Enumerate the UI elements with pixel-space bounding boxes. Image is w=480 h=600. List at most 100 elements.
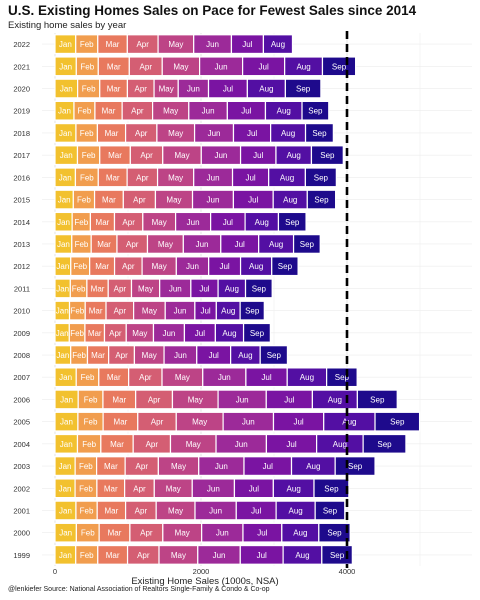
- bar-label-aug: Aug: [333, 440, 347, 449]
- bar-label-mar: Mar: [105, 506, 119, 515]
- y-axis: 2022 2021 2020 2019 2018 2017 2016 2015 2014 2013…: [13, 40, 30, 560]
- bar-label-apr: Apr: [133, 484, 146, 493]
- bar-label-feb: Feb: [79, 484, 93, 493]
- bar-label-may: May: [175, 529, 190, 538]
- x-axis: 0 2000 4000 Existing Home Sales (1000s, NSA…: [53, 567, 355, 587]
- bar-label-apr: Apr: [137, 551, 150, 560]
- bar-label-apr: Apr: [139, 373, 152, 382]
- bar-label-sep: Sep: [314, 196, 329, 205]
- bar-label-aug: Aug: [287, 484, 301, 493]
- bar-label-may: May: [163, 107, 178, 116]
- bar-label-feb: Feb: [80, 62, 94, 71]
- bar-label-feb: Feb: [80, 40, 94, 49]
- bar-label-mar: Mar: [106, 173, 120, 182]
- bar-label-aug: Aug: [281, 129, 295, 138]
- bar-label-mar: Mar: [107, 373, 121, 382]
- y-tick-label: 2009: [13, 329, 30, 338]
- bar-label-jan: Jan: [56, 262, 69, 271]
- bar-segment-sep: [304, 123, 334, 143]
- bar-label-may: May: [186, 440, 201, 449]
- bar-segment-sep: [374, 411, 421, 432]
- bar-label-aug: Aug: [255, 218, 269, 227]
- bar-label-jun: Jun: [215, 62, 228, 71]
- bar-label-jun: Jun: [187, 85, 200, 94]
- bar-label-jul: Jul: [223, 85, 233, 94]
- bar-label-feb: Feb: [80, 506, 94, 515]
- bar-label-may: May: [168, 40, 183, 49]
- bar-label-sep: Sep: [323, 506, 338, 515]
- bar-label-sep: Sep: [267, 351, 282, 360]
- bar-label-aug: Aug: [300, 373, 314, 382]
- bar-label-sep: Sep: [314, 173, 329, 182]
- bar-segment-sep: [362, 433, 407, 454]
- bar-label-aug: Aug: [287, 151, 301, 160]
- y-tick-label: 2012: [13, 262, 30, 271]
- y-tick-label: 2021: [13, 62, 30, 71]
- bar-label-sep: Sep: [348, 462, 363, 471]
- bar-label-feb: Feb: [82, 440, 96, 449]
- bar-label-apr: Apr: [126, 240, 139, 249]
- bar-label-jan: Jan: [60, 395, 73, 404]
- bar-label-apr: Apr: [148, 395, 161, 404]
- bar-label-aug: Aug: [269, 240, 283, 249]
- bar-segment-sep: [242, 322, 271, 343]
- bar-segment-sep: [356, 389, 398, 410]
- bar-label-jun: Jun: [215, 462, 228, 471]
- bar-label-jun: Jun: [216, 529, 229, 538]
- bar-label-may: May: [142, 351, 157, 360]
- bar-label-sep: Sep: [285, 218, 300, 227]
- bar-label-may: May: [171, 551, 186, 560]
- bar-label-apr: Apr: [122, 262, 135, 271]
- y-tick-label: 2013: [13, 240, 30, 249]
- bar-label-jan: Jan: [59, 129, 72, 138]
- bar-label-mar: Mar: [106, 551, 120, 560]
- bar-label-aug: Aug: [277, 107, 291, 116]
- bar-label-jan: Jan: [56, 329, 69, 338]
- bar-label-sep: Sep: [252, 284, 267, 293]
- bar-label-jul: Jul: [235, 240, 245, 249]
- bar-label-aug: Aug: [271, 40, 285, 49]
- bar-label-may: May: [188, 395, 203, 404]
- bar-label-apr: Apr: [140, 529, 153, 538]
- bar-label-aug: Aug: [225, 284, 239, 293]
- bar-segment-sep: [301, 100, 330, 121]
- bar-label-feb: Feb: [80, 129, 94, 138]
- bar-label-mar: Mar: [102, 107, 116, 116]
- bar-label-jul: Jul: [251, 506, 261, 515]
- bar-label-mar: Mar: [105, 129, 119, 138]
- bar-label-apr: Apr: [122, 218, 135, 227]
- bar-label-aug: Aug: [249, 262, 263, 271]
- bar-label-jul: Jul: [219, 262, 229, 271]
- bar-label-may: May: [175, 373, 190, 382]
- bar-label-jun: Jun: [186, 262, 199, 271]
- y-tick-label: 2006: [13, 395, 30, 404]
- bar-label-jan: Jan: [58, 107, 71, 116]
- y-tick-label: 2007: [13, 373, 30, 382]
- bar-label-sep: Sep: [335, 373, 350, 382]
- bar-label-jun: Jun: [174, 307, 187, 316]
- bar-label-may: May: [158, 240, 173, 249]
- bar-label-feb: Feb: [72, 284, 86, 293]
- bar-label-jul: Jul: [263, 462, 273, 471]
- bar-segment-sep: [310, 145, 344, 166]
- bar-label-apr: Apr: [135, 85, 148, 94]
- stacked-bars: Jan Feb Mar Apr May Jun Jul Aug Jan Feb Mar Apr May J…: [54, 34, 421, 565]
- bar-label-apr: Apr: [114, 307, 127, 316]
- bar-label-feb: Feb: [75, 240, 89, 249]
- bar-label-apr: Apr: [115, 351, 128, 360]
- bar-label-sep: Sep: [377, 440, 392, 449]
- bar-label-feb: Feb: [80, 173, 94, 182]
- bar-segment-sep: [304, 167, 337, 188]
- bar-label-jun: Jun: [242, 418, 255, 427]
- bar-label-feb: Feb: [73, 262, 87, 271]
- bar-label-may: May: [171, 462, 186, 471]
- bar-label-mar: Mar: [108, 529, 122, 538]
- bar-label-jul: Jul: [286, 440, 296, 449]
- bar-label-mar: Mar: [91, 284, 105, 293]
- bar-label-jan: Jan: [56, 351, 69, 360]
- bar-label-jan: Jan: [60, 418, 73, 427]
- y-tick-label: 2001: [13, 506, 30, 515]
- bar-label-sep: Sep: [278, 262, 293, 271]
- bar-label-may: May: [138, 284, 153, 293]
